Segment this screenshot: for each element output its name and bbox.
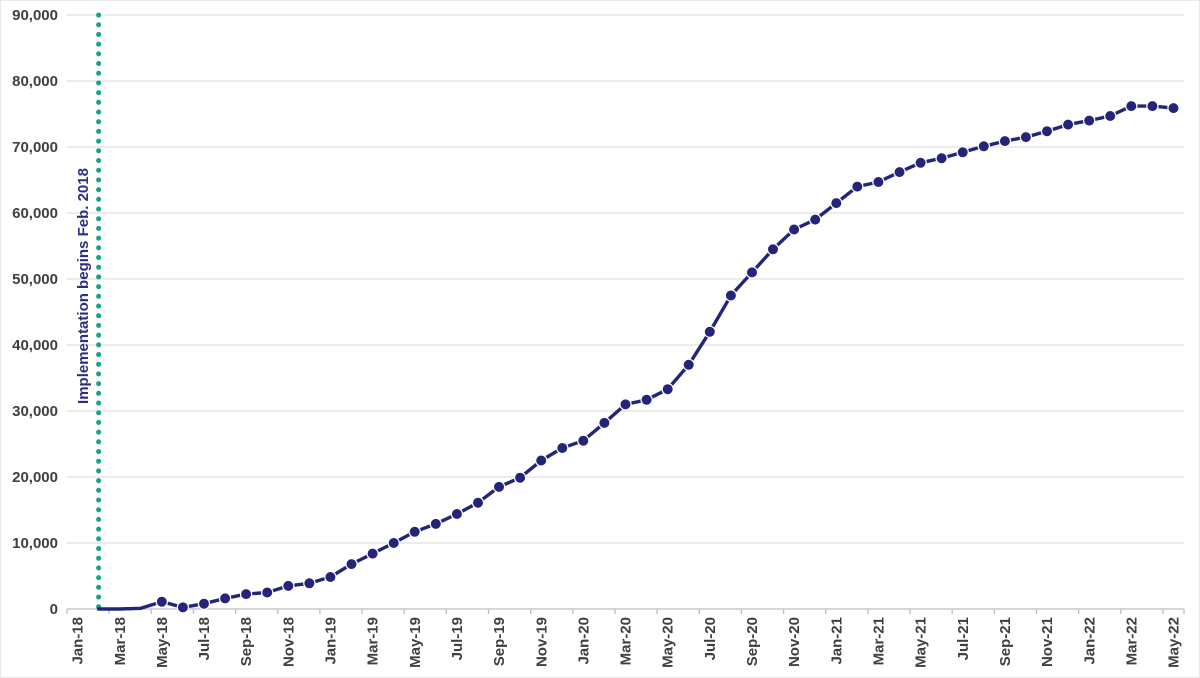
- x-axis-label: Mar-18: [112, 617, 129, 665]
- x-axis-label: Sep-18: [238, 617, 255, 666]
- y-axis-label: 60,000: [12, 205, 58, 222]
- data-point: [872, 175, 885, 189]
- data-point: [429, 517, 442, 531]
- data-point: [851, 180, 864, 193]
- data-point: [577, 434, 590, 447]
- data-point: [766, 243, 780, 256]
- y-axis-labels: 0 10,000 20,000 30,000 40,000 50,000 60,000 70,…: [12, 7, 58, 618]
- data-point: [408, 525, 421, 539]
- y-axis-label: 70,000: [12, 139, 58, 156]
- data-point: [745, 266, 759, 279]
- x-axis-label: May-19: [407, 617, 424, 668]
- x-axis-label: Nov-20: [786, 617, 803, 667]
- y-axis-label: 10,000: [12, 535, 58, 552]
- x-axis-label: Jan-20: [575, 617, 592, 665]
- y-axis-label: 90,000: [12, 7, 58, 24]
- data-point: [1019, 130, 1033, 144]
- x-axis-label: Jul-18: [196, 617, 213, 660]
- data-point: [809, 213, 822, 226]
- x-axis-label: May-18: [154, 617, 171, 668]
- data-point: [935, 151, 948, 165]
- data-point: [261, 586, 274, 599]
- data-point: [535, 454, 548, 467]
- data-point: [155, 595, 168, 608]
- data-point: [239, 587, 253, 601]
- x-axis-label: Mar-21: [871, 617, 888, 665]
- data-point: [1103, 109, 1117, 123]
- x-axis-label: Jan-22: [1081, 617, 1098, 665]
- data-point: [492, 480, 506, 494]
- data-point: [703, 325, 717, 338]
- data-series: [96, 99, 1180, 614]
- x-axis-label: Mar-22: [1123, 617, 1140, 665]
- x-axis-label: Sep-21: [997, 617, 1014, 666]
- data-point: [556, 441, 569, 455]
- x-axis-label: Sep-19: [491, 617, 508, 666]
- data-point: [1082, 114, 1096, 127]
- data-point: [1125, 99, 1138, 113]
- x-axis-label: Jul-20: [702, 617, 719, 660]
- x-axis-label: Sep-20: [744, 617, 761, 666]
- data-point: [1167, 101, 1180, 115]
- x-axis-label: Jan-19: [323, 617, 340, 665]
- data-point: [956, 146, 969, 159]
- x-axis-labels: Jan-18 Mar-18 May-18 Jul-18 Sep-18 Nov-18 Jan-…: [70, 617, 1183, 668]
- implementation-annotation-label: Implementation begins Feb. 2018: [75, 168, 92, 404]
- y-axis-label: 40,000: [12, 337, 58, 354]
- data-point: [513, 471, 527, 484]
- data-point: [977, 140, 991, 153]
- series-line: [96, 104, 1176, 611]
- y-axis-label: 80,000: [12, 73, 58, 90]
- data-point: [724, 289, 738, 302]
- data-point: [1146, 99, 1159, 113]
- x-axis-label: Mar-20: [618, 617, 635, 665]
- data-point: [830, 196, 843, 210]
- data-point: [471, 496, 485, 509]
- data-point: [619, 398, 632, 411]
- data-point: [640, 393, 653, 406]
- x-axis-label: Jul-19: [449, 617, 466, 660]
- x-axis-label: May-22: [1166, 617, 1183, 668]
- data-point: [893, 165, 906, 179]
- y-axis-label: 50,000: [12, 271, 58, 288]
- data-point: [345, 557, 358, 571]
- data-point: [682, 358, 695, 371]
- x-axis: [66, 608, 1185, 614]
- x-axis-label: Nov-18: [280, 617, 297, 667]
- data-point: [1061, 118, 1075, 131]
- data-point: [366, 547, 379, 560]
- x-axis-label: Nov-21: [1039, 617, 1056, 667]
- data-point: [598, 416, 611, 430]
- data-point: [387, 536, 400, 550]
- x-axis-label: Jul-21: [955, 617, 972, 660]
- data-point: [787, 223, 801, 236]
- data-point: [450, 507, 464, 521]
- data-point: [176, 601, 190, 614]
- data-point: [914, 156, 927, 169]
- data-point: [661, 383, 674, 396]
- data-point: [282, 579, 295, 593]
- x-axis-label: May-20: [660, 617, 677, 668]
- y-axis-label: 20,000: [12, 469, 58, 486]
- data-point: [218, 592, 232, 605]
- data-point: [1040, 124, 1054, 138]
- data-point: [998, 134, 1012, 148]
- y-axis-label: 0: [50, 601, 58, 618]
- x-axis-label: Nov-19: [533, 617, 550, 667]
- data-point: [324, 570, 337, 584]
- y-axis-label: 30,000: [12, 403, 58, 420]
- data-point: [197, 597, 211, 610]
- x-axis-label: Jan-18: [70, 617, 87, 665]
- gridlines: [67, 14, 1184, 544]
- x-axis-label: Mar-19: [365, 617, 382, 665]
- x-axis-label: Jan-21: [828, 617, 845, 665]
- data-point: [303, 577, 316, 590]
- x-axis-label: May-21: [913, 617, 930, 668]
